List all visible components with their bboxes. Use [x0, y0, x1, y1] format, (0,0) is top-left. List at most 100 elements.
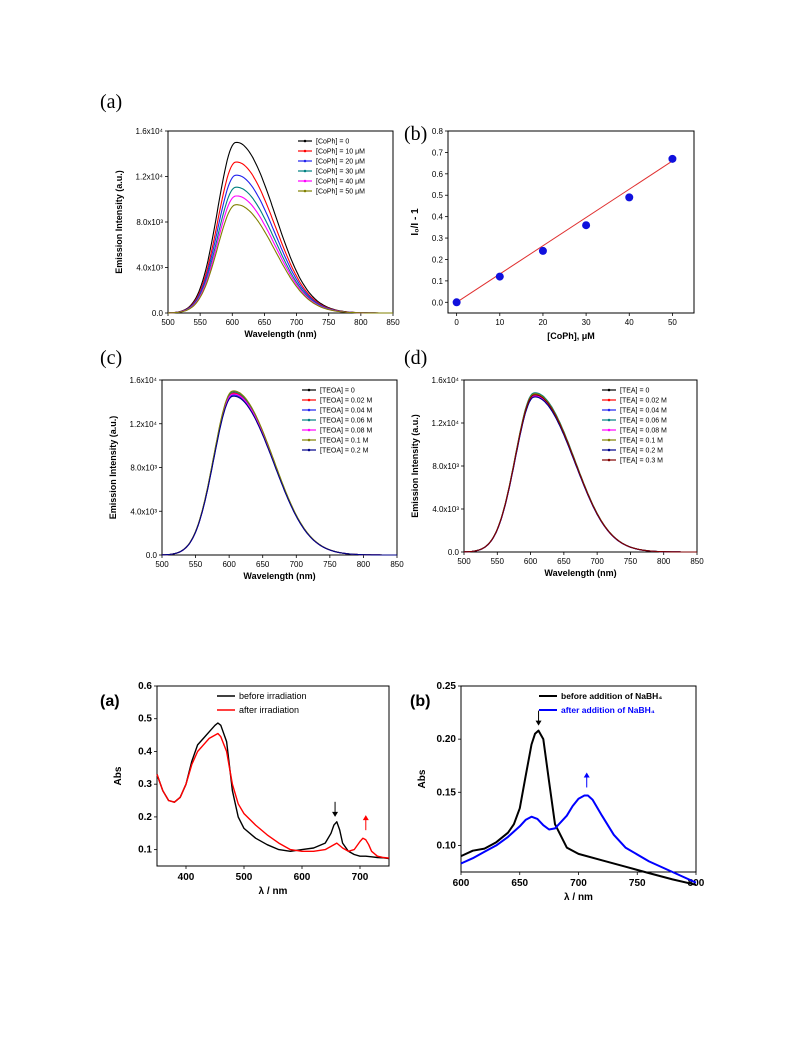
x-tick-label: 650 — [557, 557, 571, 566]
x-tick-label: 600 — [226, 318, 240, 327]
x-axis-label: λ / nm — [259, 886, 288, 897]
x-axis-label: Wavelength (nm) — [244, 329, 316, 339]
data-point — [625, 193, 634, 202]
arrow-down-head — [535, 720, 542, 726]
legend-marker — [303, 189, 307, 193]
y-tick-label: 1.2x10⁴ — [136, 173, 164, 182]
y-tick-label: 0.1 — [138, 845, 152, 856]
legend-marker — [303, 159, 307, 163]
legend-label: [CoPh] = 20 μM — [316, 159, 365, 166]
legend-label: [TEA] = 0.2 M — [620, 448, 663, 455]
legend-label: [CoPh] = 0 — [316, 139, 349, 146]
legend-marker — [607, 428, 611, 432]
legend-marker — [303, 169, 307, 173]
x-tick-label: 40 — [625, 318, 634, 327]
series-line — [156, 732, 390, 859]
legend-label: [TEOA] = 0.02 M — [320, 398, 372, 405]
legend-label: after irradiation — [239, 705, 299, 715]
y-axis-label: Abs — [417, 769, 428, 788]
legend-label: [TEA] = 0.08 M — [620, 428, 667, 435]
y-tick-label: 1.2x10⁴ — [432, 419, 460, 428]
legend-label: [TEA] = 0.04 M — [620, 408, 667, 415]
x-tick-label: 700 — [570, 878, 587, 889]
y-tick-label: 0.0 — [146, 551, 158, 560]
x-axis-label: Wavelength (nm) — [544, 568, 616, 578]
x-tick-label: 500 — [161, 318, 175, 327]
panel-label: (a) — [100, 693, 120, 710]
x-axis-label: λ / nm — [564, 892, 593, 903]
legend-label: [TEOA] = 0.08 M — [320, 428, 372, 435]
y-tick-label: 0.25 — [437, 681, 457, 692]
legend-marker — [307, 418, 311, 422]
legend-label: [TEA] = 0.02 M — [620, 398, 667, 405]
y-tick-label: 0.0 — [152, 309, 164, 318]
x-tick-label: 500 — [457, 557, 471, 566]
y-tick-label: 0.3 — [138, 779, 152, 790]
legend-marker — [607, 448, 611, 452]
y-tick-label: 1.6x10⁴ — [136, 127, 164, 136]
x-tick-label: 700 — [590, 557, 604, 566]
y-tick-label: 4.0x10³ — [130, 507, 157, 516]
data-point — [452, 298, 461, 307]
chart-panel-5: (a) 400 500 600 700 0.1 0.2 0.3 0.4 0.5 0.6 λ / nm A… — [100, 681, 390, 897]
y-tick-label: 1.6x10⁴ — [432, 376, 460, 385]
legend-marker — [607, 438, 611, 442]
legend-label: [TEA] = 0.06 M — [620, 418, 667, 425]
data-point — [668, 154, 677, 163]
chart-panel-1: (a) 500 550 600 650 700 750 800 850 0.0 4.0x10³ 8.0… — [100, 91, 400, 339]
panel-label: (a) — [100, 91, 122, 113]
x-axis-label: [CoPh], μM — [547, 331, 595, 341]
y-axis-label: Emission Intensity (a.u.) — [108, 416, 118, 520]
panel-label: (c) — [100, 347, 122, 369]
legend-marker — [307, 428, 311, 432]
series-line — [161, 391, 397, 556]
x-tick-label: 850 — [690, 557, 704, 566]
series-line — [156, 722, 390, 860]
legend-marker — [307, 388, 311, 392]
legend-marker — [607, 388, 611, 392]
x-tick-label: 30 — [582, 318, 591, 327]
x-tick-label: 800 — [357, 560, 371, 569]
y-tick-label: 0.6 — [138, 681, 152, 692]
legend-label: [TEOA] = 0.2 M — [320, 448, 369, 455]
y-tick-label: 0.15 — [437, 787, 457, 798]
y-tick-label: 0.3 — [432, 234, 444, 243]
data-point — [582, 221, 591, 230]
y-tick-label: 1.6x10⁴ — [130, 376, 158, 385]
legend-label: [CoPh] = 30 μM — [316, 169, 365, 176]
y-tick-label: 0.8 — [432, 127, 444, 136]
y-tick-label: 1.2x10⁴ — [130, 420, 158, 429]
chart-panel-6: (b) 600 650 700 750 800 0.10 0.15 0.20 0.25 λ / nm… — [410, 681, 705, 903]
legend-marker — [303, 139, 307, 143]
x-tick-label: 650 — [258, 318, 272, 327]
y-axis-label: Emission Intensity (a.u.) — [114, 170, 124, 274]
chart-panel-3: (c) 500 550 600 650 700 750 800 850 0.0 4.0x10³ 8.0… — [100, 347, 404, 581]
legend-marker — [307, 408, 311, 412]
plot-frame — [447, 130, 695, 314]
y-tick-label: 4.0x10³ — [432, 505, 459, 514]
legend-marker — [607, 418, 611, 422]
data-point — [538, 246, 547, 255]
y-tick-label: 0.5 — [138, 714, 152, 725]
x-tick-label: 750 — [629, 878, 646, 889]
y-tick-label: 8.0x10³ — [432, 462, 459, 471]
x-tick-label: 700 — [352, 872, 369, 883]
y-tick-label: 0.10 — [437, 840, 457, 851]
legend-marker — [303, 179, 307, 183]
x-tick-label: 500 — [155, 560, 169, 569]
y-axis-label: I₀/I - 1 — [410, 208, 421, 236]
panel-label: (b) — [410, 693, 430, 710]
x-tick-label: 650 — [256, 560, 270, 569]
legend-label: [TEA] = 0 — [620, 388, 649, 395]
data-point — [495, 272, 504, 281]
legend-marker — [607, 398, 611, 402]
x-tick-label: 800 — [354, 318, 368, 327]
x-tick-label: 20 — [538, 318, 547, 327]
y-tick-label: 0.0 — [432, 298, 444, 307]
legend-label: [CoPh] = 40 μM — [316, 179, 365, 186]
x-tick-label: 800 — [657, 557, 671, 566]
y-tick-label: 0.1 — [432, 277, 444, 286]
y-axis-label: Abs — [113, 766, 124, 785]
x-tick-label: 600 — [222, 560, 236, 569]
y-tick-label: 8.0x10³ — [130, 464, 157, 473]
